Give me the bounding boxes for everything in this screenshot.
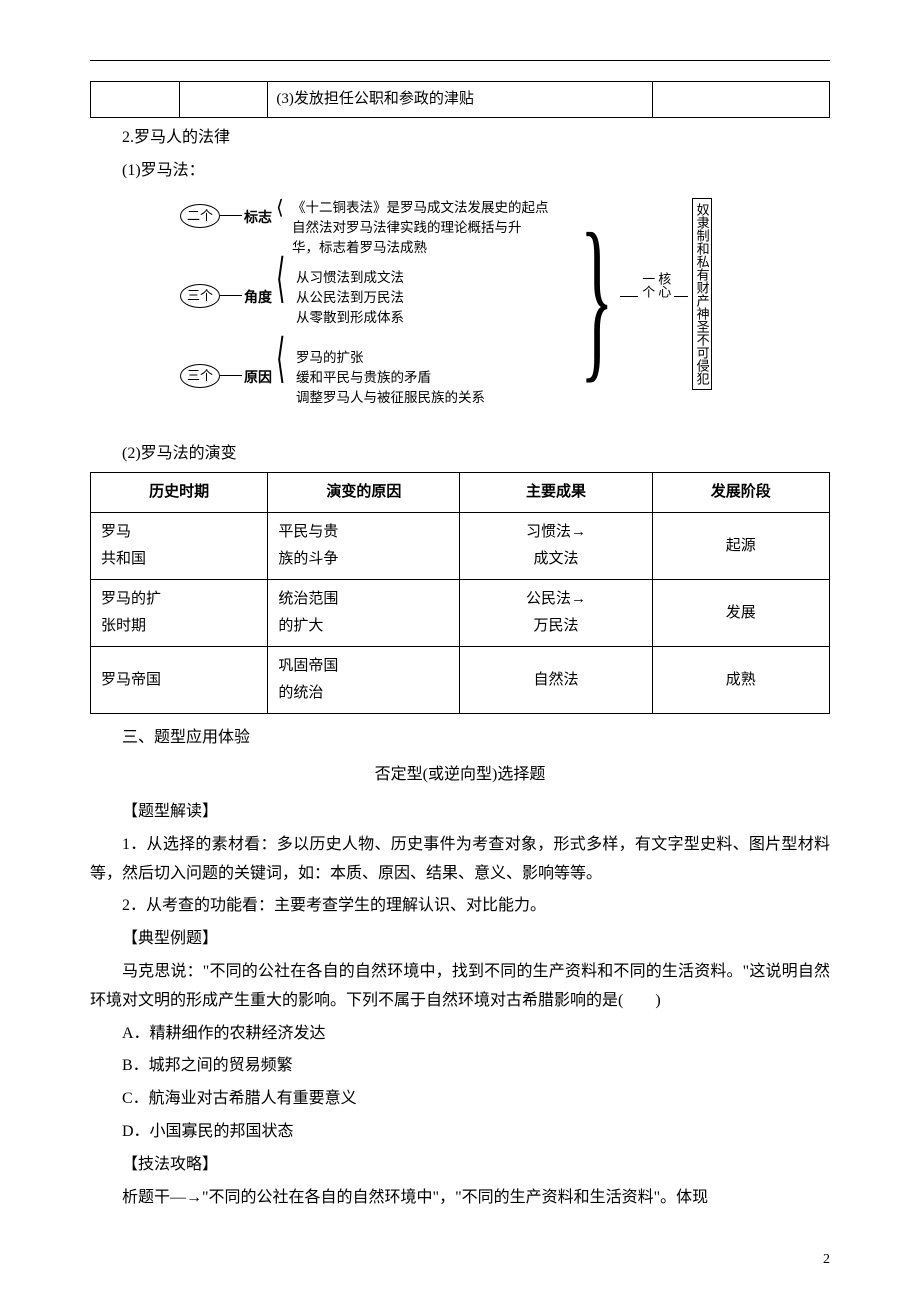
cell: 习惯法→ 成文法	[460, 513, 652, 580]
cell: 巩固帝国 的统治	[268, 647, 460, 714]
section-title: 否定型(或逆向型)选择题	[90, 761, 830, 790]
option-a: A．精耕细作的农耕经济发达	[90, 1020, 830, 1049]
block-header: 【题型解读】	[90, 798, 830, 827]
branch-text: 华，标志着罗马法成熟	[292, 236, 427, 260]
oval-label: 三个	[180, 364, 220, 388]
table-row: 罗马帝国 巩固帝国 的统治 自然法 成熟	[91, 647, 830, 714]
oval-label: 二个	[180, 204, 220, 228]
branch-label: 标志	[244, 206, 272, 231]
cell: 统治范围 的扩大	[268, 580, 460, 647]
col-header: 主要成果	[460, 473, 652, 513]
empty-cell	[652, 82, 829, 118]
oval-label: 三个	[180, 284, 220, 308]
branch-text: 从零散到形成体系	[296, 306, 404, 330]
option-d: D．小国寡民的邦国状态	[90, 1118, 830, 1147]
col-header: 演变的原因	[268, 473, 460, 513]
angle-bracket: ⟨	[276, 265, 285, 297]
table-row: 罗马的扩 张时期 统治范围 的扩大 公民法→ 万民法 发展	[91, 580, 830, 647]
question-stem: 马克思说："不同的公社在各自的自然环境中，找到不同的生产资料和不同的生活资料。"…	[90, 958, 830, 1016]
col-header: 历史时期	[91, 473, 268, 513]
empty-cell	[179, 82, 268, 118]
option-c: C．航海业对古希腊人有重要意义	[90, 1085, 830, 1114]
paragraph: 析题干―→"不同的公社在各自的自然环境中"，"不同的生产资料和生活资料"。体现	[90, 1184, 830, 1213]
empty-cell	[91, 82, 180, 118]
subheading: (2)罗马法的演变	[90, 440, 830, 469]
roman-law-diagram: 二个 标志 ⟨ 《十二铜表法》是罗马成文法发展史的起点 自然法对罗马法律实践的理…	[90, 196, 830, 426]
cell: 公民法→ 万民法	[460, 580, 652, 647]
subheading: (1)罗马法：	[90, 157, 830, 186]
col-header: 发展阶段	[652, 473, 829, 513]
table-header-row: 历史时期 演变的原因 主要成果 发展阶段	[91, 473, 830, 513]
cell: 罗马 共和国	[91, 513, 268, 580]
angle-bracket: ⟨	[276, 202, 284, 214]
angle-bracket: ⟨	[276, 345, 285, 377]
paragraph: 1．从选择的素材看：多以历史人物、历史事件为考查对象，形式多样，有文字型史料、图…	[90, 831, 830, 889]
branch-label: 角度	[244, 286, 272, 311]
cell: 罗马帝国	[91, 647, 268, 714]
core-label: 核心	[656, 272, 670, 298]
branch-text: 调整罗马人与被征服民族的关系	[296, 386, 485, 410]
cell: 成熟	[652, 647, 829, 714]
option-b: B．城邦之间的贸易频繁	[90, 1052, 830, 1081]
top-rule	[90, 60, 830, 61]
cell: 罗马的扩 张时期	[91, 580, 268, 647]
cell: 自然法	[460, 647, 652, 714]
table-row: 罗马 共和国 平民与贵 族的斗争 习惯法→ 成文法 起源	[91, 513, 830, 580]
top-partial-table: (3)发放担任公职和参政的津贴	[90, 81, 830, 118]
table-row: (3)发放担任公职和参政的津贴	[91, 82, 830, 118]
vertical-box: 奴隶制和私有财产神圣不可侵犯	[692, 198, 712, 390]
cell: 发展	[652, 580, 829, 647]
core-label: 一个	[640, 272, 654, 298]
branch-label: 原因	[244, 366, 272, 391]
section-heading: 三、题型应用体验	[90, 724, 830, 753]
page-number: 2	[823, 1247, 830, 1272]
heading-2: 2.罗马人的法律	[90, 124, 830, 153]
cell: 起源	[652, 513, 829, 580]
paragraph: 2．从考查的功能看：主要考查学生的理解认识、对比能力。	[90, 892, 830, 921]
cell-text: (3)发放担任公职和参政的津贴	[268, 82, 652, 118]
block-header: 【技法攻略】	[90, 1151, 830, 1180]
block-header: 【典型例题】	[90, 925, 830, 954]
evolution-table: 历史时期 演变的原因 主要成果 发展阶段 罗马 共和国 平民与贵 族的斗争 习惯…	[90, 472, 830, 714]
cell: 平民与贵 族的斗争	[268, 513, 460, 580]
big-brace: }	[580, 210, 614, 392]
